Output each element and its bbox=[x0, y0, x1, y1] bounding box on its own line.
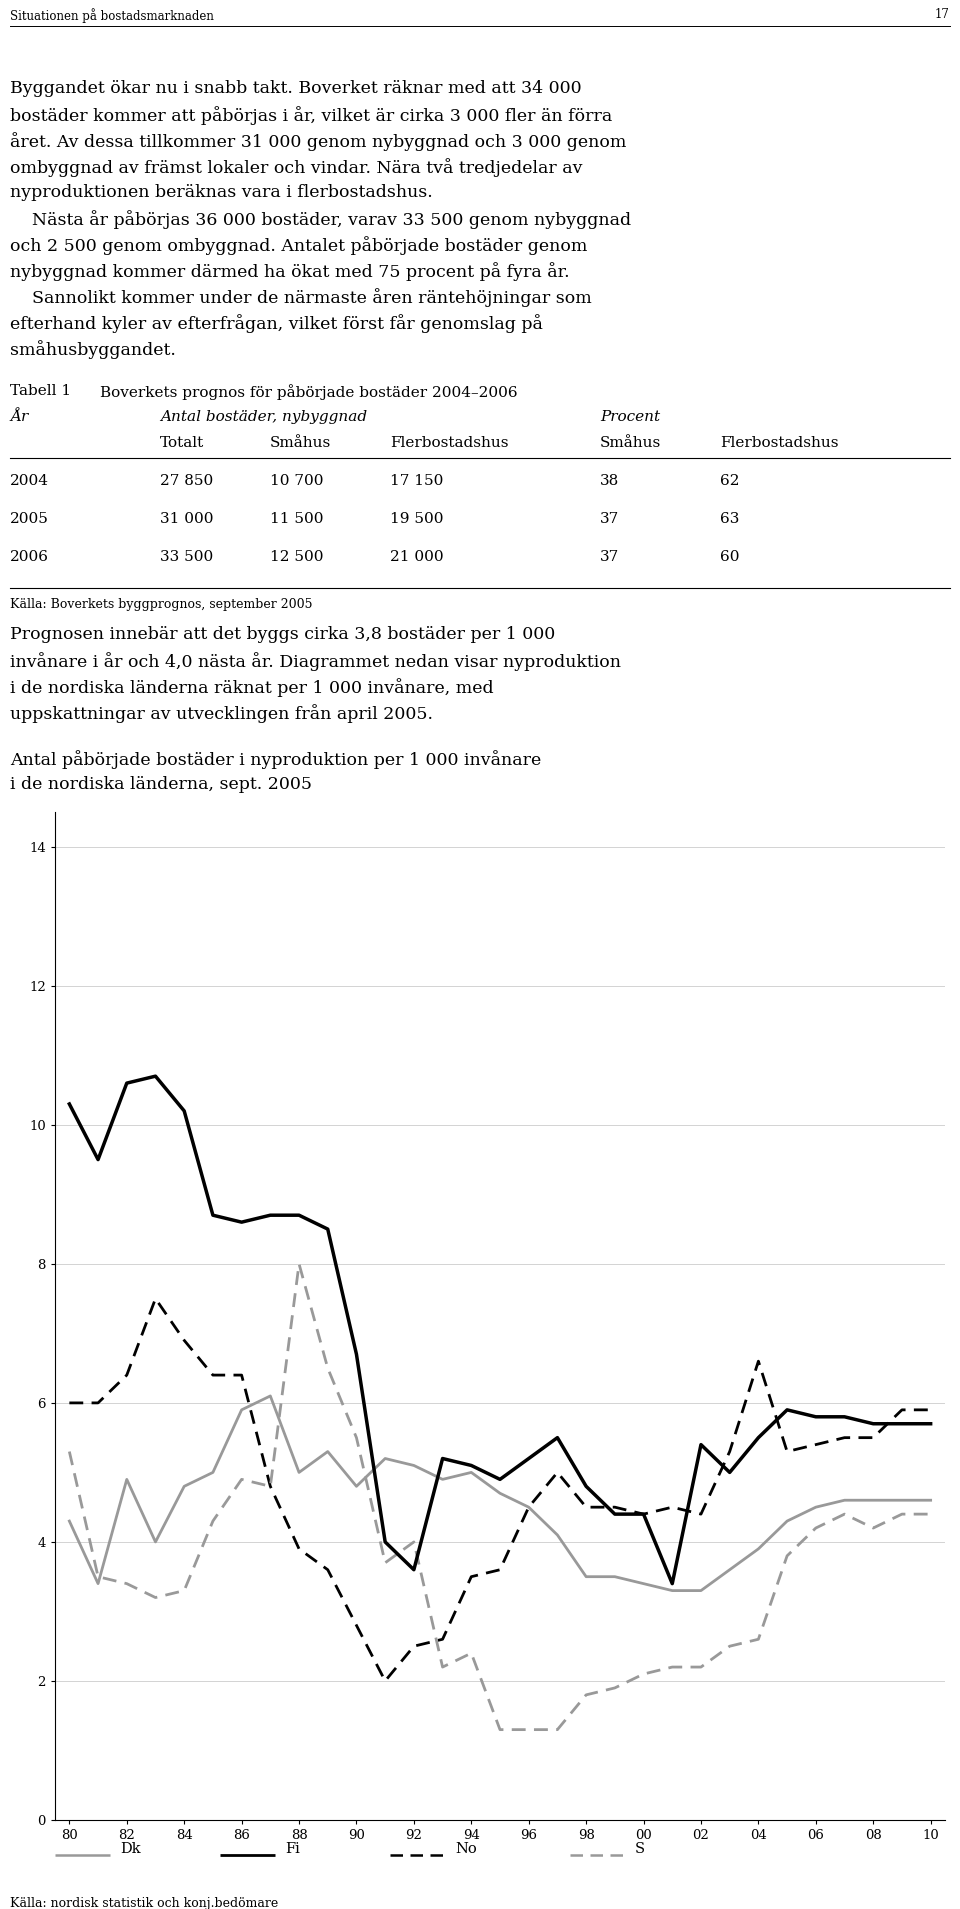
Text: 2006: 2006 bbox=[10, 550, 49, 563]
Text: 37: 37 bbox=[600, 550, 619, 563]
Text: 10 700: 10 700 bbox=[270, 473, 324, 489]
Text: småhusbyggandet.: småhusbyggandet. bbox=[10, 340, 176, 359]
Text: efterhand kyler av efterfrågan, vilket först får genomslag på: efterhand kyler av efterfrågan, vilket f… bbox=[10, 313, 542, 332]
Text: och 2 500 genom ombyggnad. Antalet påbörjade bostäder genom: och 2 500 genom ombyggnad. Antalet påbör… bbox=[10, 237, 588, 256]
Text: invånare i år och 4,0 nästa år. Diagrammet nedan visar nyproduktion: invånare i år och 4,0 nästa år. Diagramm… bbox=[10, 653, 621, 670]
Text: Källa: Boverkets byggprognos, september 2005: Källa: Boverkets byggprognos, september … bbox=[10, 598, 313, 611]
Text: Tabell 1: Tabell 1 bbox=[10, 384, 71, 397]
Text: 38: 38 bbox=[600, 473, 619, 489]
Text: Antal påbörjade bostäder i nyproduktion per 1 000 invånare: Antal påbörjade bostäder i nyproduktion … bbox=[10, 750, 541, 769]
Text: Fi: Fi bbox=[285, 1842, 300, 1856]
Text: 60: 60 bbox=[720, 550, 739, 563]
Text: Flerbostadshus: Flerbostadshus bbox=[390, 435, 509, 451]
Text: i de nordiska länderna, sept. 2005: i de nordiska länderna, sept. 2005 bbox=[10, 775, 312, 792]
Text: nybyggnad kommer därmed ha ökat med 75 procent på fyra år.: nybyggnad kommer därmed ha ökat med 75 p… bbox=[10, 262, 569, 281]
Text: 63: 63 bbox=[720, 512, 739, 527]
Text: 62: 62 bbox=[720, 473, 739, 489]
Text: Dk: Dk bbox=[120, 1842, 140, 1856]
Text: 33 500: 33 500 bbox=[160, 550, 213, 563]
Text: Nästa år påbörjas 36 000 bostäder, varav 33 500 genom nybyggnad: Nästa år påbörjas 36 000 bostäder, varav… bbox=[10, 210, 631, 229]
Text: året. Av dessa tillkommer 31 000 genom nybyggnad och 3 000 genom: året. Av dessa tillkommer 31 000 genom n… bbox=[10, 132, 626, 151]
Text: nyproduktionen beräknas vara i flerbostadshus.: nyproduktionen beräknas vara i flerbosta… bbox=[10, 183, 433, 200]
Text: 2004: 2004 bbox=[10, 473, 49, 489]
Text: Källa: nordisk statistik och konj.bedömare: Källa: nordisk statistik och konj.bedöma… bbox=[10, 1898, 278, 1909]
Text: Totalt: Totalt bbox=[160, 435, 204, 451]
Text: 2005: 2005 bbox=[10, 512, 49, 527]
Text: S: S bbox=[635, 1842, 645, 1856]
Text: Byggandet ökar nu i snabb takt. Boverket räknar med att 34 000: Byggandet ökar nu i snabb takt. Boverket… bbox=[10, 80, 582, 97]
Text: 31 000: 31 000 bbox=[160, 512, 213, 527]
Text: Situationen på bostadsmarknaden: Situationen på bostadsmarknaden bbox=[10, 8, 214, 23]
Text: 19 500: 19 500 bbox=[390, 512, 444, 527]
Text: Sannolikt kommer under de närmaste åren räntehöjningar som: Sannolikt kommer under de närmaste åren … bbox=[10, 288, 591, 307]
Text: ombyggnad av främst lokaler och vindar. Nära två tredjedelar av: ombyggnad av främst lokaler och vindar. … bbox=[10, 158, 583, 178]
Text: 17: 17 bbox=[935, 8, 950, 21]
Text: Småhus: Småhus bbox=[270, 435, 331, 451]
Text: 12 500: 12 500 bbox=[270, 550, 324, 563]
Text: 27 850: 27 850 bbox=[160, 473, 213, 489]
Text: Flerbostadshus: Flerbostadshus bbox=[720, 435, 838, 451]
Text: Antal bostäder, nybyggnad: Antal bostäder, nybyggnad bbox=[160, 410, 367, 424]
Text: Procent: Procent bbox=[600, 410, 660, 424]
Text: bostäder kommer att påbörjas i år, vilket är cirka 3 000 fler än förra: bostäder kommer att påbörjas i år, vilke… bbox=[10, 107, 612, 124]
Text: 17 150: 17 150 bbox=[390, 473, 444, 489]
Text: uppskattningar av utvecklingen från april 2005.: uppskattningar av utvecklingen från apri… bbox=[10, 704, 433, 724]
Text: No: No bbox=[455, 1842, 477, 1856]
Text: 21 000: 21 000 bbox=[390, 550, 444, 563]
Text: År: År bbox=[10, 410, 28, 424]
Text: Småhus: Småhus bbox=[600, 435, 661, 451]
Text: 37: 37 bbox=[600, 512, 619, 527]
Text: i de nordiska länderna räknat per 1 000 invånare, med: i de nordiska länderna räknat per 1 000 … bbox=[10, 678, 493, 697]
Text: Prognosen innebär att det byggs cirka 3,8 bostäder per 1 000: Prognosen innebär att det byggs cirka 3,… bbox=[10, 626, 555, 643]
Text: 11 500: 11 500 bbox=[270, 512, 324, 527]
Text: Boverkets prognos för påbörjade bostäder 2004–2006: Boverkets prognos för påbörjade bostäder… bbox=[100, 384, 517, 399]
